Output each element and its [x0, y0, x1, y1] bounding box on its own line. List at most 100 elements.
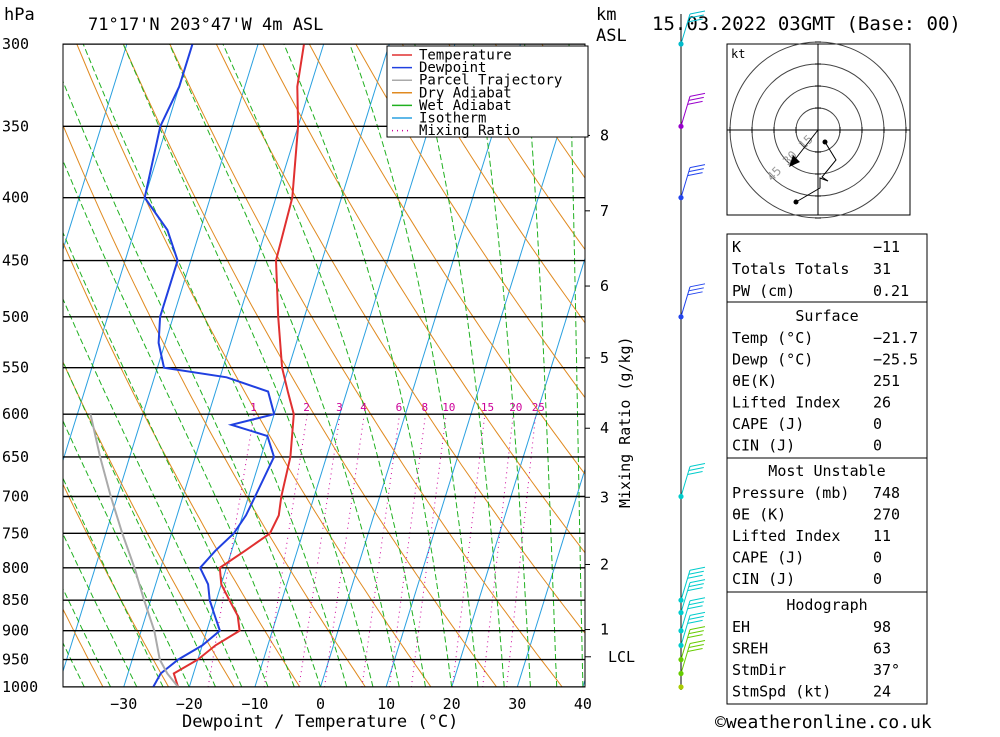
pressure-tick-label: 600 [2, 405, 29, 423]
wind-barb [680, 92, 706, 127]
km-tick-labels: 1 2 3 4 5 6 7 8 [585, 126, 609, 658]
surface-row-label: θE(K) [732, 372, 777, 390]
wind-barb-feather [689, 283, 706, 288]
surface-row-label: CIN (J) [732, 437, 795, 455]
wind-barb [680, 611, 706, 646]
km-tick-label: 8 [600, 126, 609, 144]
wind-barb-feather [687, 634, 703, 639]
wet-adiabat-lines [63, 44, 584, 687]
wind-barb-feather [689, 92, 706, 97]
mixing-ratio-line [506, 414, 537, 687]
indices-box [726, 233, 928, 303]
wind-barb-staff [680, 615, 691, 646]
hodograph-row-label: StmSpd (kt) [732, 683, 831, 701]
pressure-tick-label: 550 [2, 359, 29, 377]
isotherm-line [254, 44, 456, 687]
wet-adiabat-line [63, 477, 164, 687]
wind-barb-feather [687, 471, 703, 476]
wind-barb [680, 164, 706, 198]
wind-barb-feather [689, 10, 706, 15]
legend-entry: Mixing Ratio [419, 123, 520, 139]
wind-barb-feather [687, 605, 703, 610]
surface-row-value: −25.5 [873, 351, 918, 369]
wind-barb-feather [687, 18, 703, 23]
wind-barb [680, 463, 706, 497]
isotherm-line [320, 44, 521, 687]
parcel-trajectory-line [89, 413, 179, 687]
mixing-ratio-labels: 1 2 3 4 6 8 10 15 20 25 [250, 401, 545, 414]
wind-barb-feather [689, 566, 706, 571]
hodograph-row-value: 24 [873, 683, 891, 701]
wind-barb-feather [687, 647, 703, 652]
pressure-tick-label: 1000 [2, 678, 38, 696]
isotherm-line [516, 467, 585, 687]
surface-box [726, 301, 928, 459]
hodograph-point [822, 139, 828, 145]
legend-entry: Dry Adiabat [419, 85, 512, 101]
temperature-line [172, 44, 305, 687]
pressure-tick-label: 950 [2, 651, 29, 669]
asl-label: ASL [596, 26, 627, 46]
surface-row-value: 251 [873, 372, 900, 390]
most-unstable-row-label: CAPE (J) [732, 549, 804, 567]
wet-adiabat-line [63, 533, 138, 687]
wind-barb-feather [688, 287, 704, 292]
mixing-ratio-line [207, 414, 255, 687]
wind-barb-feather [689, 579, 706, 584]
pressure-tick-label: 300 [2, 35, 29, 53]
pressure-tick-label: 800 [2, 559, 29, 577]
mixing-ratio-label: 1 [250, 401, 257, 414]
index-tables: K −11 Totals Totals 31 PW (cm) 0.21 Surface Tem… [726, 233, 928, 705]
dry-adiabat-line [63, 124, 366, 687]
most-unstable-row-value: 11 [873, 527, 891, 545]
hodograph-point [793, 199, 799, 205]
mixing-ratio-line [298, 414, 341, 687]
location-label: 71°17'N 203°47'W 4m ASL [88, 15, 323, 35]
legend-entry: Isotherm [419, 111, 486, 127]
mixing-ratio-line [361, 414, 401, 687]
wind-barb-feather [688, 96, 704, 101]
legend-entry: Parcel Trajectory [419, 73, 562, 89]
isotherm-line [63, 44, 128, 252]
dry-adiabat-line [308, 44, 585, 475]
wind-barb-feather [689, 639, 706, 644]
wet-adiabat-line [63, 159, 295, 687]
km-tick-label: 1 [600, 621, 609, 639]
isotherm-line [188, 44, 390, 687]
pressure-tick-label: 450 [2, 252, 29, 270]
wind-barb [680, 626, 706, 660]
dry-adiabat-line [63, 483, 170, 687]
wind-barb [680, 639, 706, 674]
dry-adiabat-line [401, 44, 585, 324]
mixing-ratio-label: 6 [396, 401, 403, 414]
most-unstable-box [726, 457, 928, 593]
index-k-label: K [732, 238, 741, 256]
wind-barb [680, 597, 706, 631]
km-tick-label: 4 [600, 419, 609, 437]
wind-barb-feather [688, 583, 704, 588]
wind-barb-staff [680, 600, 691, 631]
index-k-value: −11 [873, 238, 900, 256]
wind-profile [678, 10, 706, 690]
legend-box [386, 45, 589, 138]
wind-barb-staff [680, 582, 691, 613]
mixing-ratio-label: 3 [336, 401, 343, 414]
wet-adiabat-line [283, 44, 453, 687]
hodograph-row-label: SREH [732, 640, 768, 658]
hodograph-table-title: Hodograph [786, 596, 867, 614]
surface-row-value: 0 [873, 437, 882, 455]
index-pw-value: 0.21 [873, 282, 909, 300]
surface-row-value: 0 [873, 415, 882, 433]
mixing-ratio-label: 2 [303, 401, 310, 414]
hodograph-trace [795, 141, 837, 203]
wet-adiabat-line [349, 44, 479, 687]
wind-level-dot [678, 684, 684, 690]
surface-row-value: −21.7 [873, 329, 918, 347]
legend-entry: Temperature [419, 48, 512, 64]
wind-barb-staff [680, 286, 691, 317]
surface-title: Surface [795, 307, 858, 325]
pressure-tick-label: 900 [2, 622, 29, 640]
storm-motion-vector [792, 129, 819, 163]
wind-barb-feather [688, 615, 704, 620]
wind-barb-staff [680, 629, 691, 660]
